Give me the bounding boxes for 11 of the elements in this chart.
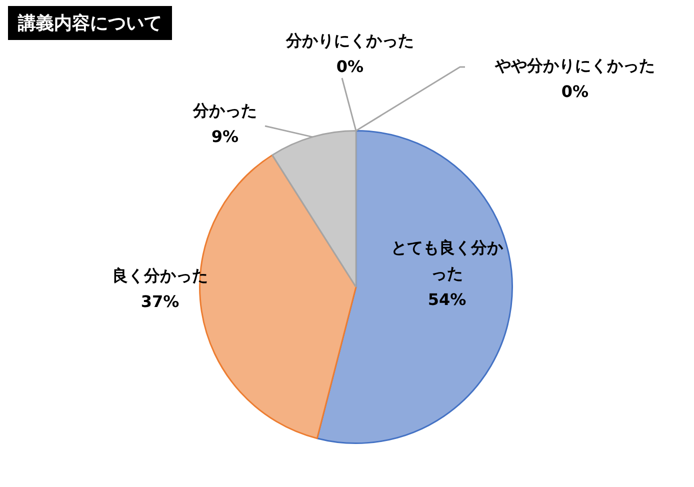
- category-label: 分かりにくかった: [286, 31, 414, 50]
- data-label: 37%: [140, 292, 180, 312]
- data-label: 9%: [211, 127, 239, 146]
- chart-title: 講義内容について: [8, 6, 172, 40]
- slice-label: とても良く分かった: [391, 238, 504, 284]
- data-label: 54%: [428, 290, 466, 310]
- slice-label: 良く分かった: [112, 266, 208, 286]
- category-label: やや分かりにくかった: [495, 56, 655, 76]
- slice-label: 分かった: [192, 101, 257, 120]
- text: 0%: [336, 57, 364, 76]
- text: 0%: [561, 82, 589, 102]
